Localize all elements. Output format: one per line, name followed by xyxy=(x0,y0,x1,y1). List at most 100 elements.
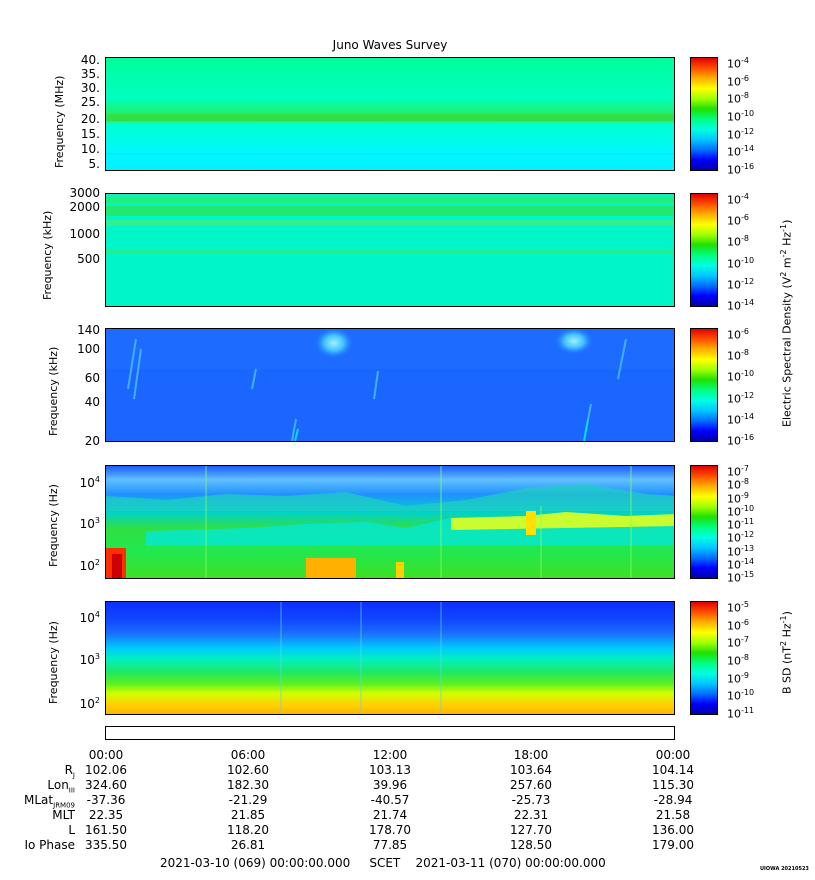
ephemeris-value: -37.36 xyxy=(86,793,126,807)
ephemeris-label: Io Phase xyxy=(24,838,75,852)
chart-title: Juno Waves Survey xyxy=(332,38,448,52)
spectrogram-2-image xyxy=(106,194,674,306)
stamp: UIOWA 20210523 xyxy=(760,866,809,872)
ephemeris-value: 102.60 xyxy=(227,763,269,777)
ephemeris-value: 257.60 xyxy=(510,778,552,792)
colorbar-tick-label: 10-8 xyxy=(727,91,749,106)
colorbar-3 xyxy=(690,328,718,442)
colorbar-tick-label: 10-7 xyxy=(727,635,749,650)
time-label: 18:00 xyxy=(513,748,549,762)
y-tick-label: 1000 xyxy=(69,227,100,241)
ephemeris-value: 103.64 xyxy=(510,763,552,777)
colorbar-tick-label: 10-10 xyxy=(727,369,755,385)
ephemeris-value: 21.58 xyxy=(655,808,691,822)
colorbar-tick-label: 10-13 xyxy=(727,543,755,559)
ephemeris-value: 335.50 xyxy=(85,838,127,852)
colorbar-tick-label: 10-14 xyxy=(727,298,755,313)
colorbar-tick-label: 10-12 xyxy=(727,390,755,406)
y-tick-label: 20 xyxy=(84,434,100,448)
y-tick-label: 104 xyxy=(79,610,100,625)
ephemeris-value: -28.94 xyxy=(653,793,693,807)
colorbar-tick-label: 10-7 xyxy=(727,464,749,479)
colorbar-tick-label: 10-6 xyxy=(727,327,749,342)
colorbar-5 xyxy=(690,601,718,715)
y-axis-label-3: Frequency (kHz) xyxy=(47,346,60,436)
y-tick-label: 30. xyxy=(80,81,100,95)
y-tick-label: 103 xyxy=(79,652,100,667)
y-tick-label: 103 xyxy=(79,516,100,531)
colorbar-tick-label: 10-8 xyxy=(727,348,749,363)
y-axis-label-2: Frequency (kHz) xyxy=(41,210,54,300)
colorbar-label-magnetic: B SD (nT2 Hz-1) xyxy=(779,611,794,694)
colorbar-1 xyxy=(690,57,718,171)
ephemeris-value: 103.13 xyxy=(369,763,411,777)
colorbar-4 xyxy=(690,465,718,579)
footer-scet: 2021-03-10 (069) 00:00:00.000 SCET 2021-… xyxy=(160,856,606,870)
colorbar-tick-label: 10-8 xyxy=(727,477,749,492)
ephemeris-row: RJ 102.06 102.60 103.13 103.64 104.14 xyxy=(0,763,720,780)
spectrogram-5-image xyxy=(106,602,674,714)
ephemeris-value: 77.85 xyxy=(372,838,408,852)
ephemeris-value: 22.35 xyxy=(88,808,124,822)
colorbar-tick-label: 10-14 xyxy=(727,411,755,427)
colorbar-tick-label: 10-10 xyxy=(727,109,755,124)
colorbar-tick-label: 10-4 xyxy=(727,56,749,71)
time-label: 00:00 xyxy=(88,748,124,762)
time-label: 06:00 xyxy=(230,748,266,762)
y-tick-label: 104 xyxy=(79,475,100,490)
ephemeris-row: MLatJRM09 -37.36 -21.29 -40.57 -25.73 -28.94 xyxy=(0,793,720,810)
ephemeris-value: -40.57 xyxy=(370,793,410,807)
ephemeris-row: Io Phase 335.50 26.81 77.85 128.50 179.00 xyxy=(0,838,720,853)
ephemeris-value: 178.70 xyxy=(369,823,411,837)
ephemeris-row: MLT 22.35 21.85 21.74 22.31 21.58 xyxy=(0,808,720,823)
y-tick-label: 20. xyxy=(80,112,100,126)
colorbar-tick-label: 10-10 xyxy=(727,255,755,271)
y-tick-label: 10. xyxy=(80,142,100,156)
ephemeris-value: 324.60 xyxy=(85,778,127,792)
colorbar-tick-label: 10-14 xyxy=(727,144,755,159)
colorbar-label-electric: Electric Spectral Density (V2 m-2 Hz-1) xyxy=(779,219,794,427)
spectrogram-panel-5 xyxy=(105,601,675,715)
y-tick-label: 35. xyxy=(80,67,100,81)
ephemeris-label: LonIII xyxy=(47,778,75,795)
ephemeris-label: MLT xyxy=(52,808,75,822)
colorbar-tick-label: 10-15 xyxy=(727,570,755,585)
y-tick-label: 40. xyxy=(80,53,100,67)
colorbar-tick-label: 10-12 xyxy=(727,276,755,292)
ephemeris-label: MLatJRM09 xyxy=(24,793,75,810)
colorbar-tick-label: 10-16 xyxy=(727,162,755,177)
spectrogram-3-image xyxy=(106,329,674,441)
y-tick-label: 5. xyxy=(88,157,100,171)
ephemeris-value: 21.85 xyxy=(230,808,266,822)
colorbar-2 xyxy=(690,193,718,307)
colorbar-tick-label: 10-16 xyxy=(727,433,755,448)
ephemeris-row: L 161.50 118.20 178.70 127.70 136.00 xyxy=(0,823,720,838)
colorbar-tick-label: 10-8 xyxy=(727,653,749,668)
colorbar-tick-label: 10-9 xyxy=(727,490,749,506)
spectrogram-1-image xyxy=(106,58,674,170)
y-tick-label: 25. xyxy=(80,95,100,109)
y-tick-label: 140 xyxy=(77,323,100,337)
colorbar-tick-label: 10-4 xyxy=(727,192,749,207)
colorbar-tick-label: 10-6 xyxy=(727,617,749,633)
ephemeris-value: 39.96 xyxy=(372,778,408,792)
ephemeris-value: -25.73 xyxy=(511,793,551,807)
ephemeris-row: LonIII 324.60 182.30 39.96 257.60 115.30 xyxy=(0,778,720,795)
ephemeris-value: 22.31 xyxy=(513,808,549,822)
spectrogram-panel-4 xyxy=(105,465,675,579)
y-tick-label: 15. xyxy=(80,127,100,141)
time-label: 12:00 xyxy=(372,748,408,762)
ephemeris-value: 118.20 xyxy=(227,823,269,837)
y-tick-label: 500 xyxy=(77,252,100,266)
ephemeris-label: L xyxy=(68,823,75,837)
ephemeris-value: 179.00 xyxy=(652,838,694,852)
y-tick-label: 3000 xyxy=(69,186,100,200)
spectrogram-4-image xyxy=(106,466,674,578)
colorbar-tick-label: 10-12 xyxy=(727,126,755,142)
colorbar-tick-label: 10-10 xyxy=(727,688,755,703)
colorbar-tick-label: 10-14 xyxy=(727,556,755,572)
ephemeris-label: RJ xyxy=(64,763,75,780)
y-tick-label: 102 xyxy=(79,558,100,573)
ephemeris-value: 104.14 xyxy=(652,763,694,777)
ephemeris-value: 128.50 xyxy=(510,838,552,852)
